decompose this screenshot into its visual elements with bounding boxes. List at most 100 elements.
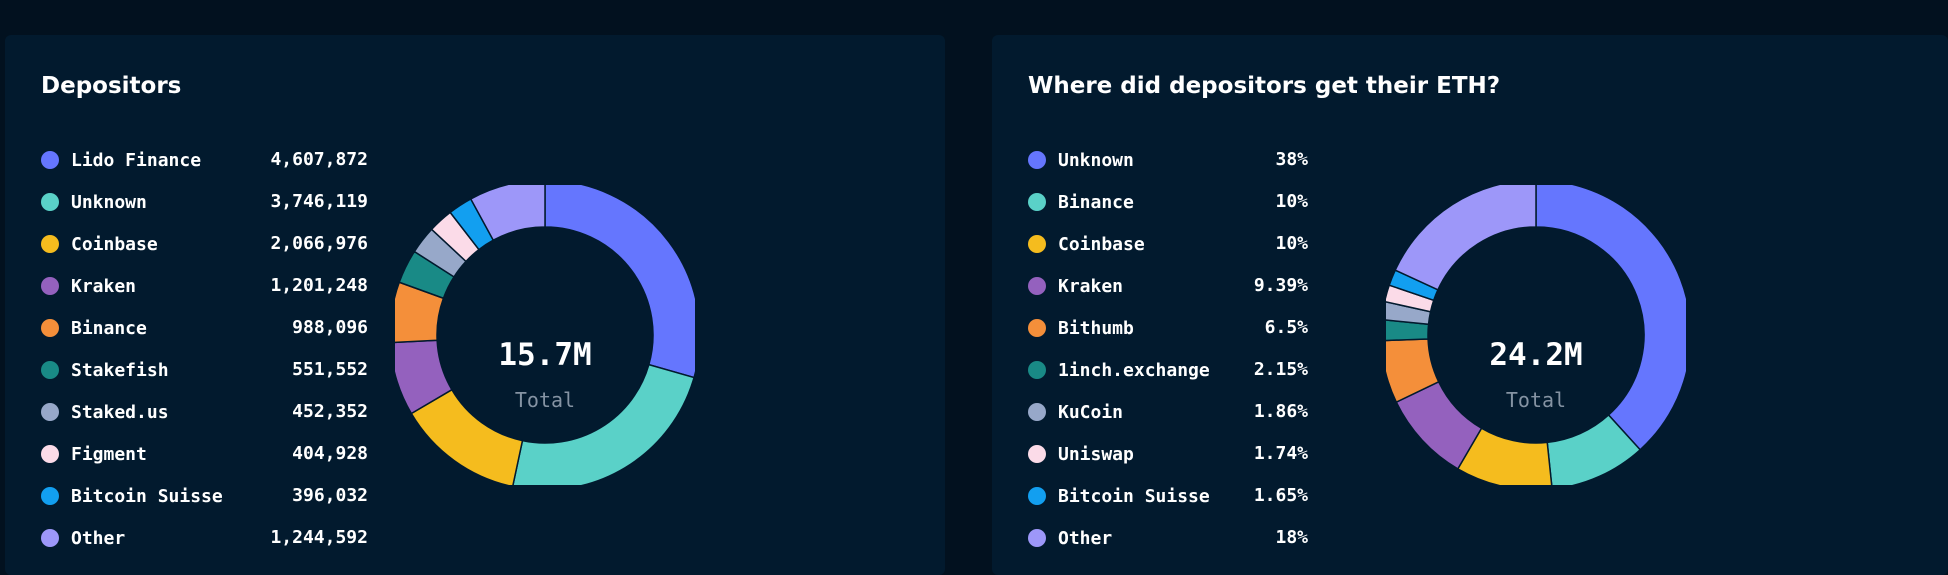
legend-label: Bitcoin Suisse — [1058, 485, 1210, 507]
total-label: Total — [1505, 388, 1567, 412]
legend-value: 1.65% — [1253, 485, 1308, 506]
legend-item: Kraken 9.39% — [1028, 265, 1308, 307]
legend-item: Staked.us 452,352 — [41, 391, 368, 433]
legend-value: 38% — [1275, 149, 1308, 170]
legend-label: Unknown — [71, 191, 147, 213]
total-value: 15.7M — [498, 337, 592, 373]
legend-item: Uniswap 1.74% — [1028, 433, 1308, 475]
legend-item: Kraken 1,201,248 — [41, 265, 368, 307]
donut-svg — [1386, 185, 1686, 485]
donut-chart: 24.2M Total — [1386, 185, 1766, 565]
legend-label: 1inch.exchange — [1058, 359, 1210, 381]
legend: Unknown 38% Binance 10% Coinbase 10% Kraken 9.3… — [1028, 139, 1308, 559]
legend-item: 1inch.exchange 2.15% — [1028, 349, 1308, 391]
legend-label: Bitcoin Suisse — [71, 485, 223, 507]
legend-label: Bithumb — [1058, 317, 1134, 339]
legend-label: Kraken — [1058, 275, 1124, 297]
legend-value: 10% — [1275, 191, 1308, 212]
donut-slice — [469, 185, 546, 242]
legend-label: Coinbase — [1058, 233, 1145, 255]
legend-item: Other 18% — [1028, 517, 1308, 559]
legend-value: 1.86% — [1253, 401, 1308, 422]
depositors-panel: Depositors Lido Finance 4,607,872 Unknown 3… — [5, 35, 945, 575]
legend-swatch — [1028, 151, 1046, 169]
legend-value: 1,244,592 — [270, 527, 368, 548]
legend-item: Unknown 3,746,119 — [41, 181, 368, 223]
legend-item: Bithumb 6.5% — [1028, 307, 1308, 349]
total-value: 24.2M — [1489, 337, 1583, 373]
legend-value: 10% — [1275, 233, 1308, 254]
legend-swatch — [1028, 319, 1046, 337]
legend-swatch — [41, 529, 59, 547]
legend-swatch — [1028, 361, 1046, 379]
legend-label: Lido Finance — [71, 149, 202, 171]
legend-swatch — [41, 487, 59, 505]
donut-slice — [512, 363, 695, 485]
legend-item: Unknown 38% — [1028, 139, 1308, 181]
legend-item: Coinbase 10% — [1028, 223, 1308, 265]
legend-swatch — [41, 445, 59, 463]
legend-swatch — [1028, 403, 1046, 421]
legend-item: KuCoin 1.86% — [1028, 391, 1308, 433]
legend-label: KuCoin — [1058, 401, 1124, 423]
legend-label: Unknown — [1058, 149, 1134, 171]
legend-swatch — [41, 403, 59, 421]
legend-value: 4,607,872 — [270, 149, 368, 170]
donut-center: 15.7M Total — [395, 337, 695, 428]
legend-swatch — [1028, 487, 1046, 505]
legend-value: 18% — [1275, 527, 1308, 548]
legend: Lido Finance 4,607,872 Unknown 3,746,119 Coi… — [41, 139, 368, 559]
legend-label: Binance — [71, 317, 147, 339]
legend-label: Staked.us — [71, 401, 169, 423]
donut-slice — [1546, 413, 1642, 485]
legend-value: 2,066,976 — [270, 233, 368, 254]
legend-value: 1,201,248 — [270, 275, 368, 296]
legend-swatch — [1028, 445, 1046, 463]
eth-source-panel: Where did depositors get their ETH? Unkn… — [992, 35, 1948, 575]
legend-value: 9.39% — [1253, 275, 1308, 296]
legend-value: 1.74% — [1253, 443, 1308, 464]
legend-label: Uniswap — [1058, 443, 1134, 465]
legend-label: Stakefish — [71, 359, 169, 381]
legend-swatch — [41, 361, 59, 379]
legend-swatch — [41, 151, 59, 169]
legend-value: 396,032 — [292, 485, 368, 506]
legend-item: Lido Finance 4,607,872 — [41, 139, 368, 181]
legend-item: Figment 404,928 — [41, 433, 368, 475]
legend-label: Other — [71, 527, 126, 549]
legend-value: 404,928 — [292, 443, 368, 464]
legend-item: Bitcoin Suisse 1.65% — [1028, 475, 1308, 517]
legend-swatch — [1028, 235, 1046, 253]
legend-swatch — [1028, 277, 1046, 295]
legend-value: 551,552 — [292, 359, 368, 380]
legend-value: 988,096 — [292, 317, 368, 338]
donut-center: 24.2M Total — [1386, 337, 1686, 428]
legend-item: Coinbase 2,066,976 — [41, 223, 368, 265]
legend-value: 6.5% — [1264, 317, 1308, 338]
panel-title: Depositors — [41, 73, 182, 99]
legend-swatch — [1028, 193, 1046, 211]
legend-swatch — [41, 235, 59, 253]
donut-chart: 15.7M Total — [395, 185, 775, 565]
legend-swatch — [41, 193, 59, 211]
legend-item: Bitcoin Suisse 396,032 — [41, 475, 368, 517]
legend-value: 3,746,119 — [270, 191, 368, 212]
legend-label: Figment — [71, 443, 147, 465]
legend-label: Kraken — [71, 275, 137, 297]
legend-label: Other — [1058, 527, 1113, 549]
legend-item: Binance 10% — [1028, 181, 1308, 223]
legend-label: Binance — [1058, 191, 1134, 213]
donut-slice — [1394, 185, 1537, 291]
legend-label: Coinbase — [71, 233, 158, 255]
legend-swatch — [41, 319, 59, 337]
legend-item: Other 1,244,592 — [41, 517, 368, 559]
legend-swatch — [41, 277, 59, 295]
donut-svg — [395, 185, 695, 485]
legend-value: 2.15% — [1253, 359, 1308, 380]
total-label: Total — [514, 388, 576, 412]
donut-slice — [1535, 185, 1686, 451]
legend-swatch — [1028, 529, 1046, 547]
legend-item: Binance 988,096 — [41, 307, 368, 349]
legend-value: 452,352 — [292, 401, 368, 422]
panel-title: Where did depositors get their ETH? — [1028, 73, 1501, 99]
